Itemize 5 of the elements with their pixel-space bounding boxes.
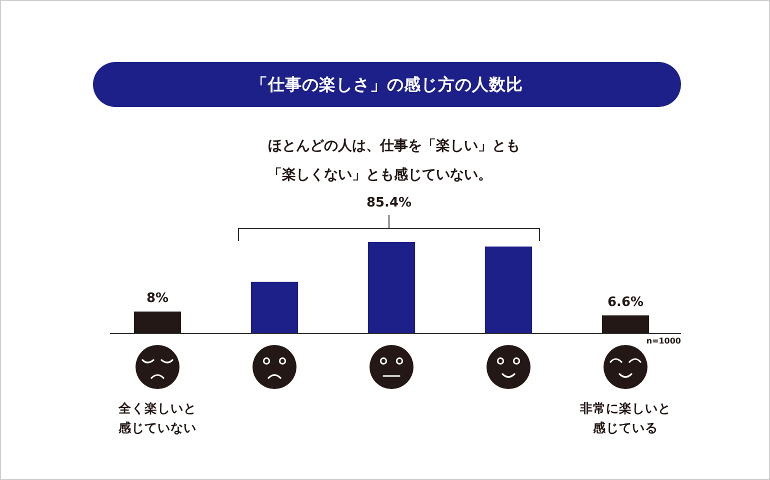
subtitle: ほとんどの人は、仕事を「楽しい」とも	[268, 138, 520, 154]
title: 「仕事の楽しさ」の感じ方の人数比	[251, 75, 523, 94]
annotation: n=1000	[646, 336, 681, 346]
subtitle: 「楽しくない」とも感じていない。	[268, 167, 492, 183]
annotation: 85.4%	[366, 196, 412, 210]
